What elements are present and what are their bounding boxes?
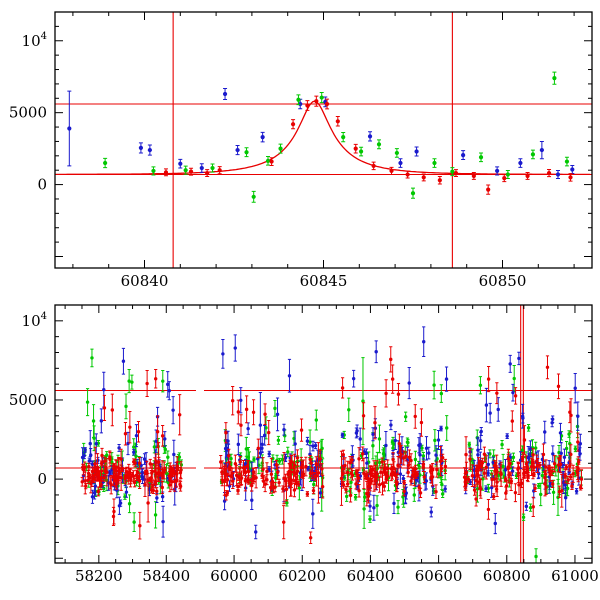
x-tick-label: 60000 (210, 567, 258, 585)
x-tick-label: 60400 (347, 567, 395, 585)
y-tick-labels: 0 5000 104 (9, 31, 47, 194)
x-tick-label: 58200 (75, 567, 123, 585)
series-blue (67, 88, 575, 180)
x-tick-label: 58400 (142, 567, 190, 585)
axis-ticks (55, 11, 592, 268)
x-tick-labels: 58200 58400 60000 60200 60400 60600 60800 61000 (75, 567, 599, 585)
x-tick-label: 61000 (551, 567, 599, 585)
top-panel: 60840 60845 60850 0 5000 104 (9, 11, 593, 290)
bottom-panel: 58200 58400 60000 60200 60400 60600 60800 61000… (9, 304, 599, 585)
x-tick-label: 60200 (278, 567, 326, 585)
threshold-lines (55, 103, 592, 176)
y-tick-label: 104 (22, 311, 47, 330)
series-red (163, 95, 573, 195)
y-tick-label: 5000 (9, 104, 47, 122)
y-tick-label: 0 (37, 176, 47, 194)
series-red (80, 346, 584, 545)
axes-frame (54, 304, 593, 564)
series-green (103, 71, 570, 203)
event-marker-lines (172, 12, 453, 268)
y-tick-labels: 0 5000 104 (9, 311, 47, 488)
y-tick-label: 104 (22, 31, 47, 50)
plot-area (55, 12, 592, 268)
x-tick-label: 60800 (483, 567, 531, 585)
plot-area (55, 305, 592, 563)
x-tick-labels: 60840 60845 60850 (121, 272, 527, 290)
axes-frame (54, 11, 593, 269)
y-tick-label: 5000 (9, 391, 47, 409)
x-tick-label: 60840 (121, 272, 169, 290)
event-marker-lines (520, 305, 524, 563)
axis-ticks (55, 304, 593, 563)
model-curve (55, 100, 591, 176)
x-tick-label: 60845 (300, 272, 348, 290)
x-tick-label: 60600 (415, 567, 463, 585)
x-tick-label: 60850 (479, 272, 527, 290)
y-tick-label: 0 (37, 470, 47, 488)
